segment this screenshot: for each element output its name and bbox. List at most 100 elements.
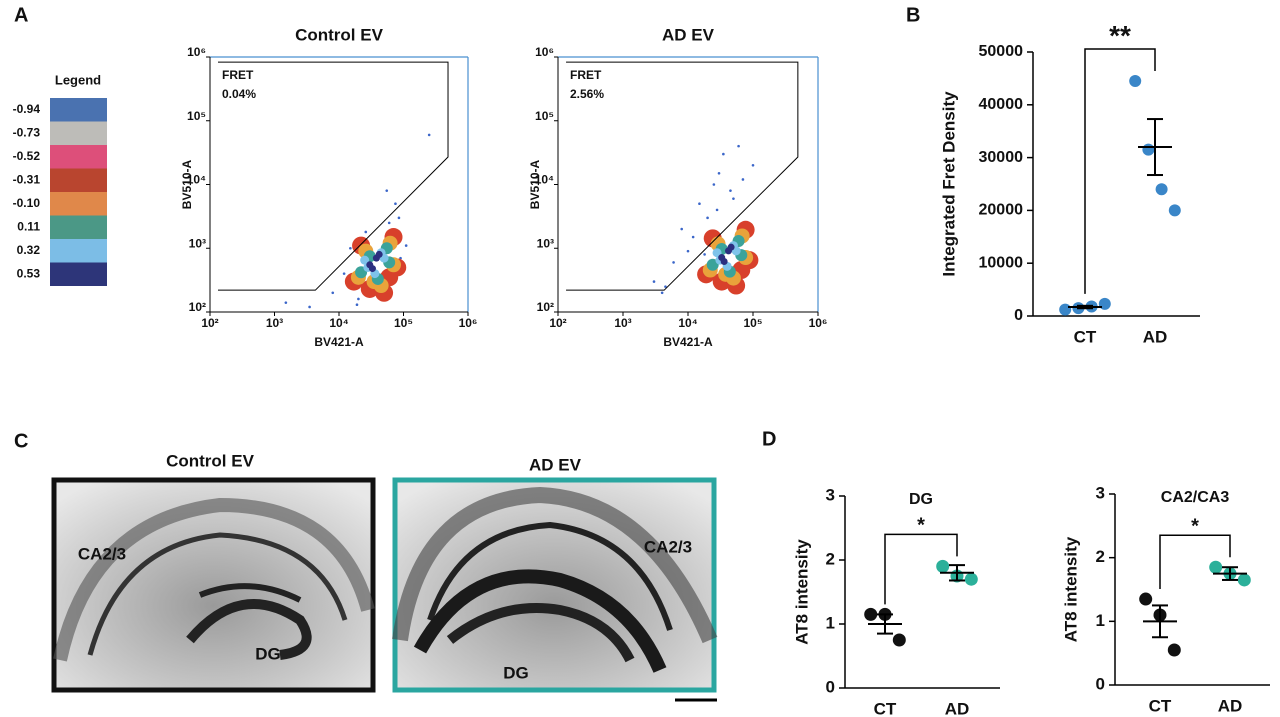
legend-label: 0.11: [17, 220, 40, 234]
image-title: AD EV: [529, 455, 582, 474]
significance: **: [1109, 20, 1131, 51]
event-point: [715, 208, 719, 212]
y-tick-label: 1: [1096, 611, 1105, 630]
significance: *: [917, 515, 925, 537]
gate: [217, 61, 449, 291]
legend-swatch: [50, 145, 107, 169]
data-point: [1155, 183, 1168, 196]
legend-label: -0.52: [13, 149, 41, 163]
event-point: [706, 216, 709, 220]
event-point: [729, 189, 732, 192]
legend-label: 0.53: [17, 267, 41, 281]
event-point: [741, 178, 745, 181]
event-point: [737, 144, 740, 148]
y-tick-label: 0: [1096, 674, 1105, 693]
event-point: [364, 230, 368, 234]
legend-label: -0.10: [13, 196, 41, 210]
image-title: Control EV: [166, 451, 254, 470]
event-point: [368, 265, 376, 273]
event-point: [404, 244, 408, 247]
legend-swatch: [50, 192, 107, 216]
x-tick-label: 10²: [201, 316, 218, 330]
event-point: [355, 303, 359, 307]
event-point: [727, 243, 735, 251]
x-tick-label: 10⁵: [744, 316, 763, 330]
y-tick-label: 2: [826, 549, 835, 568]
event-point: [706, 258, 719, 271]
event-point: [331, 291, 335, 295]
event-point: [397, 216, 401, 220]
event-point: [703, 253, 706, 256]
legend-label: 0.32: [17, 243, 41, 257]
event-point: [717, 171, 721, 175]
y-tick-label: 3: [826, 485, 835, 504]
x-tick-label: 10⁴: [329, 316, 348, 330]
gate-label: FRET: [570, 68, 602, 82]
x-tick-label: CT: [1149, 696, 1172, 715]
brain-section: [392, 477, 718, 693]
event-point: [712, 183, 716, 186]
y-tick-label: 10⁶: [187, 45, 206, 59]
data-point: [1209, 560, 1223, 574]
x-tick-label: 10²: [549, 316, 566, 330]
x-tick-label: 10⁴: [678, 316, 697, 330]
panel-label: C: [14, 430, 28, 452]
data-point: [1098, 297, 1111, 310]
data-point: [936, 559, 950, 573]
y-axis-label: BV510-A: [528, 159, 542, 209]
y-tick-label: 3: [1096, 483, 1105, 502]
y-tick-label: 10²: [537, 300, 554, 314]
brain-section: [51, 477, 376, 693]
panel-label: B: [906, 4, 920, 26]
event-point: [672, 261, 675, 264]
data-point: [1142, 143, 1155, 156]
y-axis-label: AT8 intensity: [1061, 536, 1080, 642]
event-point: [375, 250, 383, 258]
data-point: [1059, 303, 1072, 316]
data-point: [1168, 204, 1181, 217]
event-point: [664, 285, 667, 288]
y-tick-label: 10⁶: [535, 45, 554, 59]
legend-swatch: [50, 168, 107, 192]
y-tick-label: 50000: [979, 43, 1024, 60]
legend-label: -0.31: [13, 173, 41, 187]
event-point: [691, 235, 695, 239]
data-point: [1129, 75, 1142, 88]
region-label: CA2/3: [78, 544, 126, 563]
chart-title: Control EV: [295, 25, 383, 44]
gate-percent: 2.56%: [570, 87, 604, 101]
event-point: [732, 197, 735, 200]
legend-swatch: [50, 215, 107, 239]
event-point: [720, 257, 728, 265]
gate: [566, 61, 799, 291]
event-point: [308, 305, 311, 309]
y-tick-label: 0: [1014, 307, 1023, 324]
event-point: [686, 249, 690, 253]
x-tick-label: 10³: [266, 316, 283, 330]
y-tick-label: 20000: [979, 202, 1024, 219]
gate-percent: 0.04%: [222, 87, 256, 101]
y-axis-label: BV510-A: [180, 159, 194, 209]
data-point: [892, 633, 906, 647]
event-point: [722, 152, 725, 156]
event-point: [342, 272, 346, 275]
event-point: [284, 301, 288, 304]
legend-swatch: [50, 262, 107, 286]
gate-label: FRET: [222, 68, 254, 82]
legend-swatch: [50, 239, 107, 263]
event-point: [385, 189, 389, 192]
event-point: [349, 246, 352, 250]
legend-swatch: [50, 121, 107, 145]
y-tick-label: 10³: [189, 236, 206, 250]
chart-title: AD EV: [662, 25, 715, 44]
x-tick-label: AD: [1218, 696, 1243, 715]
x-tick-label: CT: [874, 699, 897, 717]
y-tick-label: 10000: [979, 254, 1024, 271]
x-tick-label: AD: [1143, 327, 1168, 346]
y-tick-label: 40000: [979, 96, 1024, 113]
x-tick-label: CT: [1074, 327, 1097, 346]
event-point: [394, 202, 397, 205]
legend-label: -0.73: [13, 126, 41, 140]
significance-bracket: [1159, 534, 1231, 590]
y-tick-label: 10⁵: [187, 109, 206, 123]
